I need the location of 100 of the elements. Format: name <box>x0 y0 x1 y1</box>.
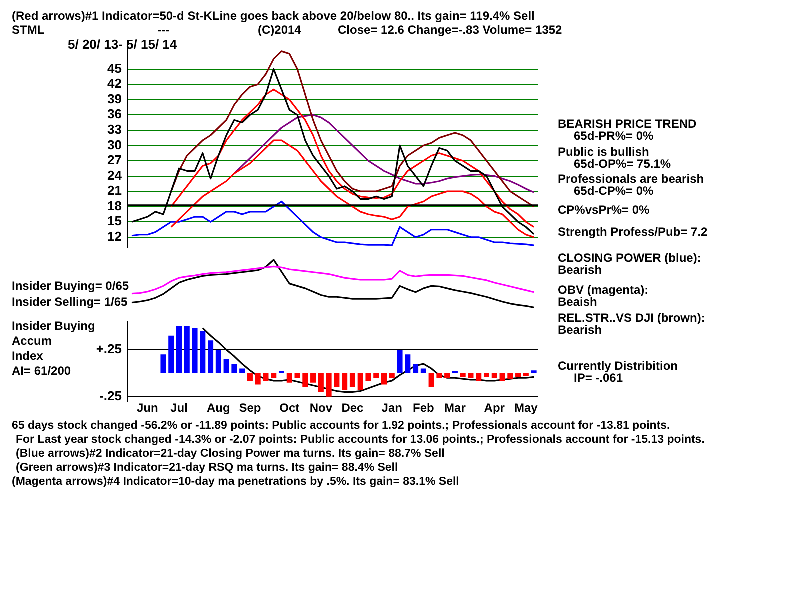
y-tick-label: 30 <box>108 137 122 152</box>
y-tick-label: 27 <box>108 152 122 168</box>
text: 65d-OP%= 75.1% <box>574 157 672 171</box>
text: Close= 12.6 Change=-.83 Volume= 1352 <box>338 23 562 37</box>
x-tick-label: Nov <box>310 401 333 416</box>
text: BEARISH PRICE TREND <box>558 117 697 131</box>
x-tick-label: Aug <box>207 401 230 416</box>
y-tick-label: +.25 <box>96 342 122 357</box>
bar <box>224 359 230 374</box>
text: Strength Profess/Pub= 7.2 <box>558 225 708 239</box>
bar <box>516 373 522 378</box>
text: --- <box>158 23 170 37</box>
y-tick-label: 36 <box>108 106 122 122</box>
text: Insider Selling= 1/65 <box>12 295 128 309</box>
x-tick-label: Dec <box>342 401 364 416</box>
bar <box>476 373 482 381</box>
y-tick-label: -.25 <box>100 388 122 404</box>
text: (Magenta arrows)#4 Indicator=10-day ma penetrations by .5%. Its gain= 83.1% Sell <box>12 476 460 489</box>
bar <box>302 373 308 388</box>
x-tick-label: Jan <box>382 401 402 416</box>
text: CP%vsPr%= 0% <box>558 203 650 217</box>
text: AI= 61/200 <box>12 364 72 378</box>
bar <box>468 373 474 378</box>
x-tick-label: May <box>514 401 538 416</box>
bar <box>286 373 292 383</box>
text: Professionals are bearish <box>558 172 704 186</box>
bar <box>523 373 529 376</box>
bar <box>176 326 182 374</box>
bar <box>508 373 514 380</box>
bar <box>374 373 380 378</box>
bar <box>247 373 253 381</box>
bar <box>484 373 490 378</box>
y-tick-label: 45 <box>108 60 122 76</box>
y-tick-label: 21 <box>108 183 122 198</box>
bar <box>444 373 450 378</box>
bar <box>326 373 332 397</box>
y-tick-label: 33 <box>108 122 122 137</box>
text: Public is bullish <box>558 145 650 159</box>
text: OBV (magenta): <box>558 283 649 297</box>
text: Currently Distribition <box>558 359 678 373</box>
text: 65d-CP%= 0% <box>574 184 654 198</box>
y-tick-label: 18 <box>108 198 122 214</box>
y-tick-label: 15 <box>108 214 122 229</box>
bar <box>428 373 434 388</box>
bar <box>160 354 166 374</box>
x-tick-label: Feb <box>413 401 434 416</box>
text: CLOSING POWER (blue): <box>558 251 702 265</box>
bar <box>168 336 174 374</box>
bar <box>413 364 419 374</box>
bar <box>263 373 269 381</box>
bar <box>232 364 238 374</box>
x-tick-label: Mar <box>444 401 466 416</box>
bar <box>460 373 466 378</box>
bar <box>358 373 364 390</box>
text: 65d-PR%= 0% <box>574 129 654 143</box>
bar <box>200 331 206 374</box>
bar <box>192 328 198 374</box>
chart-title: (Red arrows)#1 Indicator=50-d St-KLine goes back above 20/below 80.. Its gain= 119.4% Sell <box>12 9 535 23</box>
bar <box>389 373 395 378</box>
text: Insider Buying <box>12 319 96 333</box>
x-tick-label: Jul <box>170 401 188 416</box>
text: Accum <box>12 334 52 348</box>
text: Bearish <box>558 323 602 337</box>
bar <box>310 373 316 383</box>
bar <box>271 373 277 378</box>
y-tick-label: 12 <box>108 228 122 244</box>
annotation: Insider Buying= 0/65 <box>12 279 130 293</box>
text: (Green arrows)#3 Indicator=21-day RSQ ma turns. Its gain= 88.4% Sell <box>16 462 398 475</box>
bar <box>216 350 222 374</box>
y-tick-label: 39 <box>108 91 122 106</box>
bar <box>500 373 506 381</box>
text: Index <box>12 349 44 363</box>
text: IP= -.061 <box>574 371 624 385</box>
bar <box>492 373 498 378</box>
text: Bearish <box>558 263 602 277</box>
bar <box>240 368 246 374</box>
bar <box>294 373 300 378</box>
x-tick-label: Jun <box>137 401 158 416</box>
bar <box>436 373 442 378</box>
y-tick-label: 42 <box>108 76 122 92</box>
bar <box>350 373 356 388</box>
text: REL.STR..VS DJI (brown): <box>558 311 706 325</box>
bar <box>208 340 214 374</box>
bar <box>342 373 348 390</box>
x-tick-label: Oct <box>280 401 300 416</box>
text: Beaish <box>558 295 598 309</box>
x-tick-label: Apr <box>484 401 506 416</box>
text: (C)2014 <box>258 23 302 37</box>
text: (Blue arrows)#2 Indicator=21-day Closing Power ma turns. Its gain= 88.7% Sell <box>16 448 445 461</box>
bar <box>381 373 388 385</box>
text: For Last year stock changed -14.3% or -2.07 points: Public accounts for 13.06 points.; Professionals account for -15.13 points. <box>16 434 705 447</box>
text: 65 days stock changed -56.2% or -11.89 points: Public accounts for 1.92 points.; Professionals account for -13.81 points. <box>12 420 670 433</box>
bar <box>531 370 537 374</box>
bar <box>366 373 372 381</box>
bar <box>405 354 411 374</box>
bar <box>420 368 426 374</box>
bar <box>318 373 324 392</box>
bar <box>334 373 340 388</box>
y-tick-label: 24 <box>108 168 123 183</box>
bar <box>184 326 190 374</box>
